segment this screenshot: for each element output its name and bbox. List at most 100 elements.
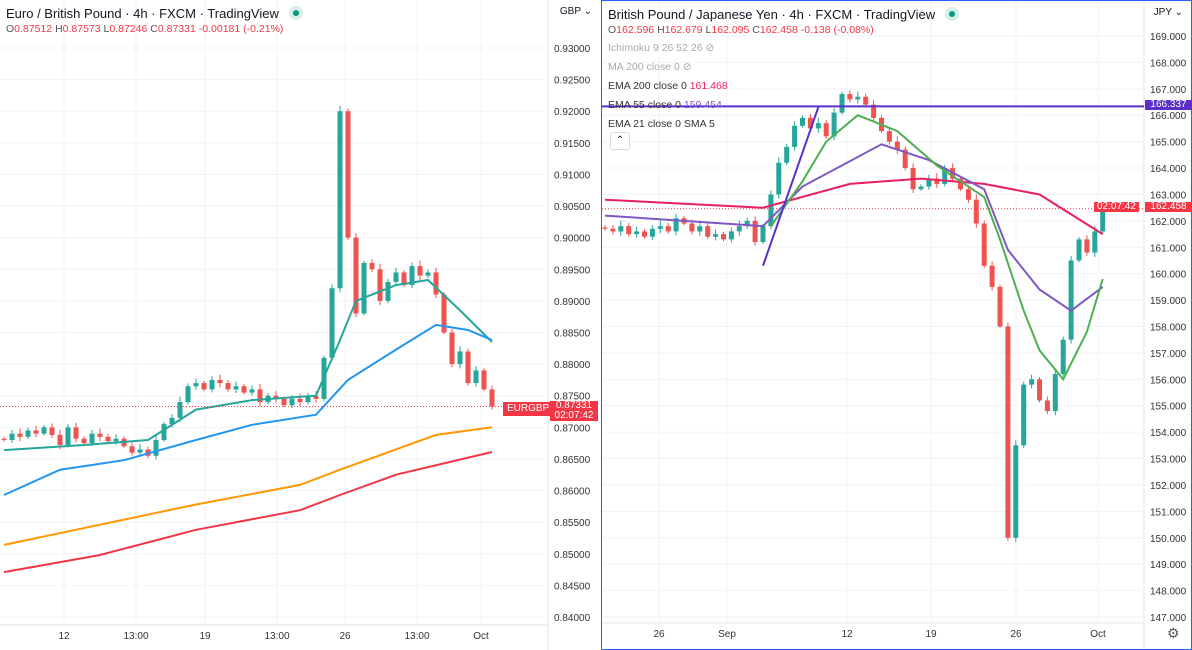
y-tick-label: 0.86000 bbox=[554, 487, 591, 498]
candle-body bbox=[918, 186, 924, 190]
indicator-ema200[interactable]: EMA 200 close 0 161.468 bbox=[608, 80, 728, 92]
candle-body bbox=[1100, 208, 1106, 232]
y-tick-label: 162.000 bbox=[1150, 217, 1187, 228]
candle-body bbox=[1013, 445, 1019, 538]
indicator-value: 159.454 bbox=[683, 99, 722, 111]
eye-hidden-icon[interactable]: ⊘ bbox=[705, 42, 715, 54]
ohlc-legend: O162.596 H162.679 L162.095 C162.458 -0.1… bbox=[608, 24, 874, 36]
candle-body bbox=[689, 223, 695, 232]
candle-body bbox=[329, 288, 335, 358]
candle-body bbox=[425, 272, 431, 276]
y-tick-label: 147.000 bbox=[1150, 613, 1187, 624]
candle-body bbox=[89, 433, 95, 444]
candle-body bbox=[449, 332, 455, 365]
candle-body bbox=[305, 395, 311, 403]
candle-body bbox=[97, 433, 103, 437]
y-tick-label: 154.000 bbox=[1150, 428, 1187, 439]
candle-body bbox=[958, 178, 963, 190]
candle-body bbox=[473, 370, 479, 384]
ema-line-red bbox=[3, 451, 493, 574]
candle-body bbox=[973, 199, 979, 224]
change-value: -0.00181 (-0.21%) bbox=[198, 23, 284, 35]
candle-body bbox=[361, 262, 367, 314]
candle-body bbox=[847, 94, 853, 100]
candle-body bbox=[313, 395, 319, 399]
y-tick-label: 0.84000 bbox=[554, 613, 591, 624]
currency-selector[interactable]: JPY ⌄ bbox=[1154, 7, 1183, 18]
candle-body bbox=[705, 226, 711, 237]
candle-body bbox=[209, 379, 215, 390]
indicator-ema55[interactable]: EMA 55 close 0 159.454 bbox=[608, 99, 722, 111]
candle-body bbox=[752, 220, 758, 242]
last-price: 0.87331 bbox=[555, 400, 593, 411]
y-tick-label: 0.88000 bbox=[554, 360, 591, 371]
candle-body bbox=[784, 146, 790, 163]
candle-body bbox=[457, 351, 463, 365]
candle-body bbox=[815, 123, 821, 129]
x-tick-label: 26 bbox=[653, 629, 665, 640]
candle-body bbox=[871, 104, 877, 118]
y-tick-label: 152.000 bbox=[1150, 481, 1187, 492]
candle-body bbox=[33, 430, 39, 434]
y-tick-label: 0.84500 bbox=[554, 581, 591, 592]
y-tick-label: 151.000 bbox=[1150, 507, 1187, 518]
ema-line-purple bbox=[604, 143, 1104, 312]
high-value: 0.87573 bbox=[62, 23, 101, 35]
ohlc-legend: O0.87512 H0.87573 L0.87246 C0.87331 -0.0… bbox=[6, 23, 284, 35]
candle-body bbox=[626, 226, 632, 235]
currency-label: GBP bbox=[559, 6, 581, 17]
candle-body bbox=[1029, 379, 1035, 385]
indicator-ichimoku[interactable]: Ichimoku 9 26 52 26 ⊘ bbox=[608, 42, 714, 54]
candle-body bbox=[823, 123, 829, 137]
y-tick-label: 158.000 bbox=[1150, 323, 1187, 334]
y-tick-label: 0.85000 bbox=[554, 550, 591, 561]
candle-body bbox=[169, 417, 175, 425]
candle-body bbox=[177, 402, 183, 418]
collapse-legend-button[interactable]: ⌃ bbox=[610, 132, 630, 150]
eurgbp-chart-canvas[interactable]: 0.93000 0.92500 0.92000 0.91500 0.91000 0.905… bbox=[0, 0, 600, 650]
x-tick-label: Oct bbox=[1090, 629, 1106, 640]
candle-body bbox=[433, 272, 439, 295]
candle-body bbox=[9, 433, 15, 440]
y-tick-label: 168.000 bbox=[1150, 58, 1187, 69]
candle-body bbox=[489, 389, 495, 407]
candle-body bbox=[713, 234, 719, 237]
currency-selector[interactable]: GBP ⌄ bbox=[560, 6, 592, 17]
candle-body bbox=[800, 117, 805, 126]
chevron-down-icon: ⌄ bbox=[583, 6, 592, 17]
candle-body bbox=[113, 438, 119, 442]
candle-body bbox=[297, 398, 303, 403]
indicator-ma200[interactable]: MA 200 close 0 ⊘ bbox=[608, 61, 692, 73]
x-tick-label: 26 bbox=[1010, 629, 1022, 640]
candle-body bbox=[602, 227, 608, 229]
y-tick-label: 163.000 bbox=[1150, 190, 1187, 201]
indicator-ema21[interactable]: EMA 21 close 0 SMA 5 bbox=[608, 118, 715, 130]
gbpjpy-chart-canvas[interactable]: 169.000 168.000 167.000 166.000 165.000 164.0… bbox=[602, 1, 1192, 649]
y-tick-label: 161.000 bbox=[1150, 243, 1187, 254]
indicator-label: MA 200 close 0 bbox=[608, 61, 680, 73]
indicator-label: EMA 55 close 0 bbox=[608, 99, 681, 111]
open-value: 162.596 bbox=[616, 24, 655, 36]
y-tick-label: 0.93000 bbox=[554, 44, 591, 55]
y-tick-label: 0.85500 bbox=[554, 518, 591, 529]
gbpjpy-chart-pane[interactable]: 169.000 168.000 167.000 166.000 165.000 164.0… bbox=[601, 0, 1192, 650]
chart-title: Euro / British Pound · 4h · FXCM · Tradi… bbox=[6, 6, 303, 21]
chevron-down-icon: ⌄ bbox=[1174, 7, 1183, 18]
open-value: 0.87512 bbox=[14, 23, 53, 35]
candle-body bbox=[634, 231, 640, 235]
candle-body bbox=[57, 434, 63, 446]
settings-gear-icon[interactable]: ⚙ bbox=[1167, 625, 1180, 641]
symbol-tag: EURGBP bbox=[503, 402, 554, 416]
eurgbp-chart-pane[interactable]: 0.93000 0.92500 0.92000 0.91500 0.91000 0.905… bbox=[0, 0, 600, 650]
candle-body bbox=[17, 433, 23, 437]
y-tick-label: 155.000 bbox=[1150, 402, 1187, 413]
eye-hidden-icon[interactable]: ⊘ bbox=[682, 61, 692, 73]
candle-body bbox=[137, 449, 143, 453]
ema-line-pink bbox=[604, 177, 1104, 235]
candle-body bbox=[1005, 326, 1011, 538]
candle-body bbox=[981, 223, 987, 266]
candle-body bbox=[997, 286, 1003, 327]
candle-body bbox=[1, 438, 7, 440]
candle-body bbox=[257, 389, 263, 403]
currency-label: JPY bbox=[1153, 7, 1172, 18]
